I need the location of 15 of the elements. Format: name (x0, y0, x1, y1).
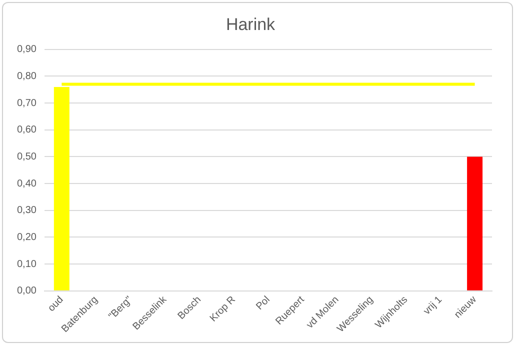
chart-title: Harink (226, 14, 276, 34)
x-tick-label: Pol (254, 294, 272, 312)
y-tick-label: 0,40 (16, 178, 37, 190)
y-tick-label: 0,70 (16, 98, 37, 109)
y-tick-label: 0,30 (16, 205, 37, 216)
x-tick-label: Krop R (208, 294, 238, 324)
y-tick-label: 0,10 (16, 258, 37, 270)
y-tick-label: 0,20 (16, 232, 37, 243)
x-tick-label: vrij 1 (422, 294, 445, 318)
y-tick-label: 0,00 (16, 286, 37, 297)
y-tick-label: 0,90 (16, 44, 37, 56)
y-tick-label: 0,60 (16, 124, 37, 136)
y-tick-label: 0,80 (16, 70, 37, 82)
y-tick-label: 0,50 (16, 151, 37, 162)
x-tick-label: oud (46, 294, 66, 314)
